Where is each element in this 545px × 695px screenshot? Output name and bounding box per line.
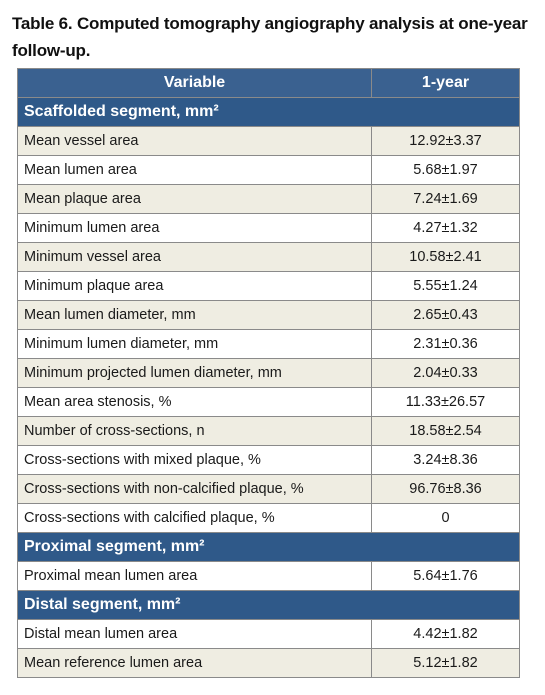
section-title: Scaffolded segment, mm²: [17, 97, 520, 127]
value-cell: 5.12±1.82: [371, 648, 520, 678]
variable-cell: Proximal mean lumen area: [17, 561, 372, 591]
data-table: Variable 1-year Scaffolded segment, mm² …: [17, 68, 520, 678]
section-row-distal-segment: Distal segment, mm²: [17, 590, 520, 620]
value-cell: 2.31±0.36: [371, 329, 520, 359]
value-cell: 96.76±8.36: [371, 474, 520, 504]
value-cell: 4.42±1.82: [371, 619, 520, 649]
table-row: Mean lumen area 5.68±1.97: [17, 155, 520, 185]
variable-cell: Cross-sections with mixed plaque, %: [17, 445, 372, 475]
table-row: Minimum projected lumen diameter, mm 2.0…: [17, 358, 520, 388]
table-row: Mean reference lumen area 5.12±1.82: [17, 648, 520, 678]
value-cell: 2.65±0.43: [371, 300, 520, 330]
table-row: Cross-sections with mixed plaque, % 3.24…: [17, 445, 520, 475]
variable-cell: Minimum lumen diameter, mm: [17, 329, 372, 359]
section-title: Distal segment, mm²: [17, 590, 520, 620]
table-row: Cross-sections with non-calcified plaque…: [17, 474, 520, 504]
variable-cell: Mean reference lumen area: [17, 648, 372, 678]
section-row-proximal-segment: Proximal segment, mm²: [17, 532, 520, 562]
value-cell: 3.24±8.36: [371, 445, 520, 475]
value-cell: 7.24±1.69: [371, 184, 520, 214]
table-row: Minimum vessel area 10.58±2.41: [17, 242, 520, 272]
value-cell: 4.27±1.32: [371, 213, 520, 243]
column-header-1-year: 1-year: [371, 68, 520, 98]
table-header-row: Variable 1-year: [17, 68, 520, 98]
value-cell: 0: [371, 503, 520, 533]
variable-cell: Mean plaque area: [17, 184, 372, 214]
variable-cell: Minimum plaque area: [17, 271, 372, 301]
variable-cell: Minimum lumen area: [17, 213, 372, 243]
value-cell: 10.58±2.41: [371, 242, 520, 272]
variable-cell: Mean lumen area: [17, 155, 372, 185]
variable-cell: Number of cross-sections, n: [17, 416, 372, 446]
table-caption-line-1: Table 6. Computed tomography angiography…: [12, 14, 528, 33]
table-row: Proximal mean lumen area 5.64±1.76: [17, 561, 520, 591]
table-row: Minimum lumen area 4.27±1.32: [17, 213, 520, 243]
table-body: Scaffolded segment, mm² Mean vessel area…: [17, 97, 520, 678]
value-cell: 5.64±1.76: [371, 561, 520, 591]
table-row: Number of cross-sections, n 18.58±2.54: [17, 416, 520, 446]
variable-cell: Distal mean lumen area: [17, 619, 372, 649]
section-title: Proximal segment, mm²: [17, 532, 520, 562]
value-cell: 5.68±1.97: [371, 155, 520, 185]
table-row: Mean plaque area 7.24±1.69: [17, 184, 520, 214]
table-caption: Table 6. Computed tomography angiography…: [12, 10, 532, 64]
value-cell: 18.58±2.54: [371, 416, 520, 446]
variable-cell: Cross-sections with calcified plaque, %: [17, 503, 372, 533]
table-row: Mean vessel area 12.92±3.37: [17, 126, 520, 156]
value-cell: 2.04±0.33: [371, 358, 520, 388]
table-header: Variable 1-year: [17, 68, 520, 98]
table-row: Mean area stenosis, % 11.33±26.57: [17, 387, 520, 417]
table-row: Minimum lumen diameter, mm 2.31±0.36: [17, 329, 520, 359]
variable-cell: Mean lumen diameter, mm: [17, 300, 372, 330]
table-row: Cross-sections with calcified plaque, % …: [17, 503, 520, 533]
table-row: Minimum plaque area 5.55±1.24: [17, 271, 520, 301]
variable-cell: Minimum vessel area: [17, 242, 372, 272]
variable-cell: Cross-sections with non-calcified plaque…: [17, 474, 372, 504]
column-header-variable: Variable: [17, 68, 372, 98]
value-cell: 11.33±26.57: [371, 387, 520, 417]
variable-cell: Minimum projected lumen diameter, mm: [17, 358, 372, 388]
variable-cell: Mean area stenosis, %: [17, 387, 372, 417]
value-cell: 5.55±1.24: [371, 271, 520, 301]
table-row: Mean lumen diameter, mm 2.65±0.43: [17, 300, 520, 330]
table-caption-line-2: follow-up.: [12, 41, 91, 60]
variable-cell: Mean vessel area: [17, 126, 372, 156]
table-row: Distal mean lumen area 4.42±1.82: [17, 619, 520, 649]
section-row-scaffolded-segment: Scaffolded segment, mm²: [17, 97, 520, 127]
value-cell: 12.92±3.37: [371, 126, 520, 156]
